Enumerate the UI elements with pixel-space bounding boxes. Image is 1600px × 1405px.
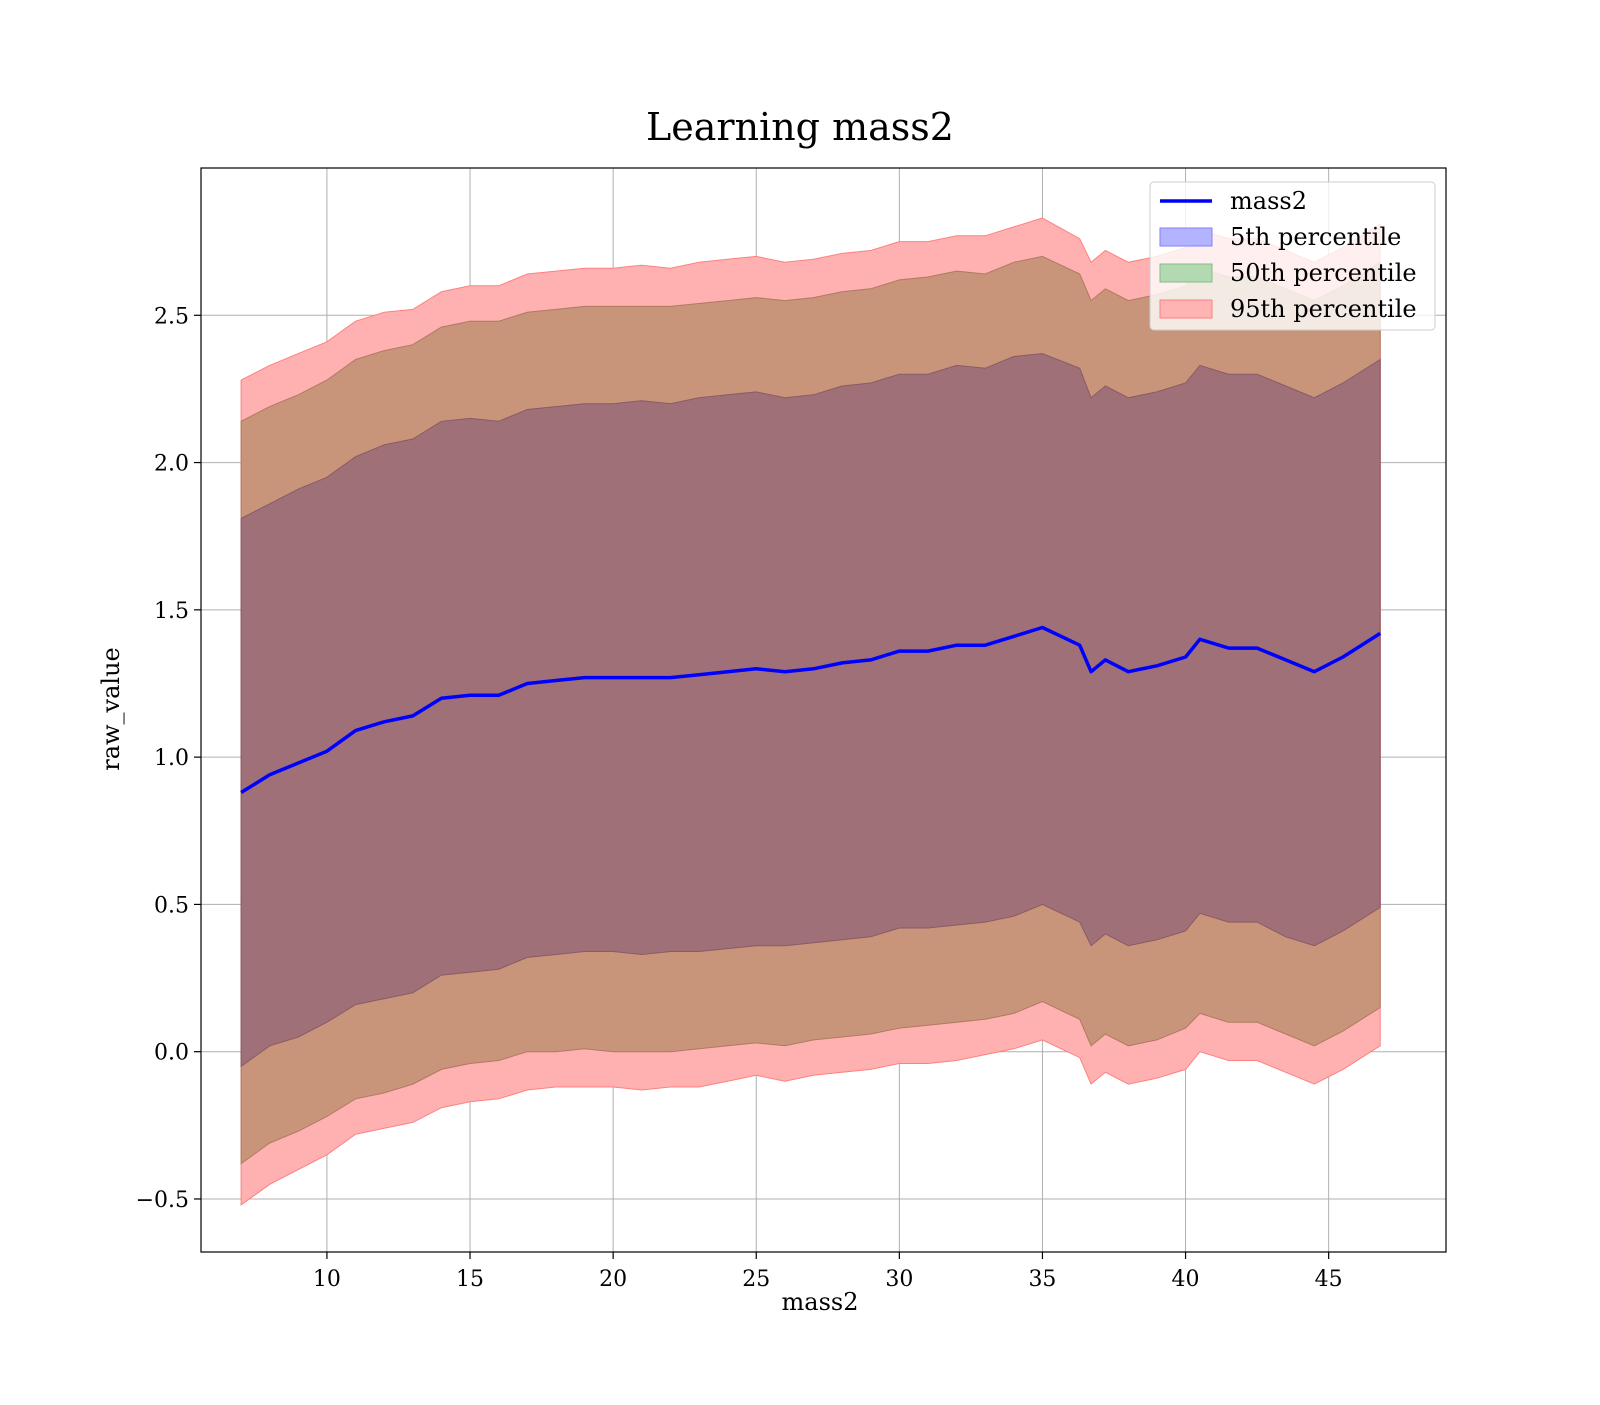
legend-patch-swatch <box>1159 299 1213 319</box>
legend-patch-swatch <box>1159 263 1213 283</box>
band-group <box>240 217 1382 1206</box>
y-tick-label: 2.0 <box>154 452 189 477</box>
x-tick-label: 25 <box>742 1267 770 1292</box>
y-tick-label: 0.0 <box>154 1041 189 1066</box>
x-tick-label: 30 <box>885 1267 913 1292</box>
band-5th-percentile <box>240 353 1381 1068</box>
plot-area: 10 15 20 25 30 35 40 45 −0.5 0.0 0.5 1.0 1.5 2.0 2.5 <box>136 167 1447 1292</box>
chart-title: Learning mass2 <box>646 105 954 149</box>
y-tick-label: 1.5 <box>154 599 189 624</box>
y-tick-label: 2.5 <box>154 304 189 329</box>
x-tick-label: 15 <box>456 1267 484 1292</box>
x-tick-label: 10 <box>313 1267 341 1292</box>
legend-label: 5th percentile <box>1230 223 1401 251</box>
legend-patch-swatch <box>1159 227 1213 247</box>
y-tick-label: 0.5 <box>154 893 189 918</box>
axes-frame <box>200 167 1447 1253</box>
x-axis-label: mass2 <box>782 1288 859 1316</box>
legend-box <box>1149 181 1436 331</box>
x-tick-label: 35 <box>1028 1267 1056 1292</box>
y-axis-label: raw_value <box>97 647 125 771</box>
series-line-mass2 <box>240 625 1382 794</box>
x-tick-label: 20 <box>599 1267 627 1292</box>
x-tick-label: 45 <box>1315 1267 1343 1292</box>
legend-label: 95th percentile <box>1230 295 1417 323</box>
y-tick-label: −0.5 <box>136 1188 189 1213</box>
legend: mass2 5th percentile 50th percentile 95th p… <box>1149 181 1436 331</box>
legend-label: 50th percentile <box>1230 259 1417 287</box>
legend-label: mass2 <box>1230 187 1307 215</box>
y-tick-label: 1.0 <box>154 746 189 771</box>
x-tick-label: 40 <box>1172 1267 1200 1292</box>
